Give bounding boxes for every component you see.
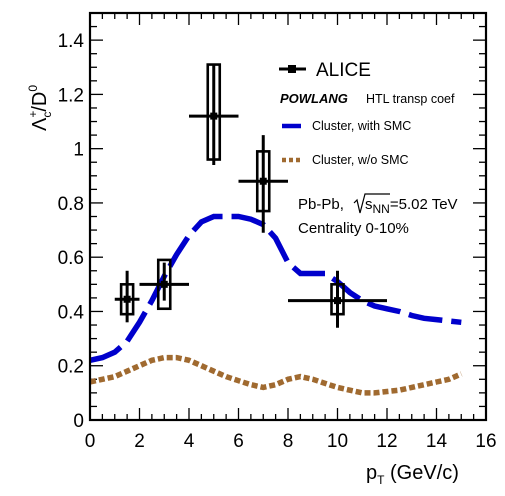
y-label-main: Λ xyxy=(29,117,51,131)
y-tick-label: 0.4 xyxy=(58,302,85,323)
alice-point-marker xyxy=(123,295,131,303)
legend-model-desc: HTL transp coef xyxy=(366,92,455,106)
legend-model-name: POWLANG xyxy=(280,91,348,106)
legend-wosmc-label: Cluster, w/o SMC xyxy=(312,153,409,167)
x-tick-label: 12 xyxy=(376,431,397,452)
x-tick-label: 2 xyxy=(134,431,145,452)
y-tick-label: 0.6 xyxy=(58,248,84,269)
x-tick-label: 8 xyxy=(283,431,294,452)
legend-smc-label: Cluster, with SMC xyxy=(312,119,411,133)
tick-marks xyxy=(89,12,487,421)
x-label-rest: (GeV/c) xyxy=(384,462,458,484)
annotation-system: Pb-Pb, sNN=5.02 TeV Centrality 0-10% xyxy=(298,193,458,237)
x-axis-label: pT (GeV/c) xyxy=(366,462,459,487)
y-axis-label: Λ+c/D0 xyxy=(26,85,54,131)
annotation-sqrt-s: sNN=5.02 TeV xyxy=(365,196,458,216)
x-tick-label: 16 xyxy=(475,431,496,452)
y-tick-label: 0 xyxy=(73,411,84,432)
alice-point-syserr xyxy=(156,258,172,311)
y-tick-label: 0.8 xyxy=(58,194,84,215)
legend: ALICE POWLANG HTL transp coef Cluster, w… xyxy=(279,60,455,167)
y-tick-label: 1.2 xyxy=(58,85,84,106)
y-label-sup2: 0 xyxy=(26,85,40,92)
alice-point-syserr xyxy=(206,63,222,161)
y-label-sup: + xyxy=(26,111,40,118)
x-tick-label: 0 xyxy=(85,431,96,452)
alice-point-marker xyxy=(334,297,341,305)
series-line-with-smc xyxy=(89,213,462,363)
alice-point-marker xyxy=(259,177,267,185)
x-tick-label: 4 xyxy=(184,431,195,452)
x-tick-label: 14 xyxy=(426,431,448,452)
annotation-system-prefix: Pb-Pb, xyxy=(298,196,344,213)
y-label-sub: c xyxy=(40,112,54,118)
alice-points xyxy=(114,63,387,328)
svg-text:Λ+c/D0: Λ+c/D0 xyxy=(26,85,54,131)
legend-alice-marker xyxy=(288,65,296,73)
series-layer xyxy=(89,213,463,396)
alice-point-syserr xyxy=(255,150,271,213)
y-label-rest: /D xyxy=(29,92,51,112)
y-tick-label: 1 xyxy=(73,140,84,161)
y-tick-label: 0.2 xyxy=(58,357,84,378)
x-tick-label: 6 xyxy=(233,431,244,452)
sqrt-sign xyxy=(353,193,390,214)
annotation-centrality: Centrality 0-10% xyxy=(298,220,409,237)
plot-frame xyxy=(88,11,488,422)
y-tick-label: 1.4 xyxy=(58,31,85,52)
alice-point-syserr xyxy=(119,283,135,316)
legend-alice-label: ALICE xyxy=(316,60,371,81)
tick-labels: 0 2 4 6 8 10 12 14 16 0 0.2 0.4 0.6 0.8 1 1.2 1.4 xyxy=(58,31,497,452)
x-tick-label: 10 xyxy=(327,431,348,452)
alice-point-syserr xyxy=(330,283,345,316)
alice-point-marker xyxy=(210,112,218,120)
x-label-main: p xyxy=(366,462,377,484)
alice-point-marker xyxy=(160,280,168,288)
series-line-wo-smc xyxy=(89,354,463,396)
x-label-sub: T xyxy=(377,473,385,487)
